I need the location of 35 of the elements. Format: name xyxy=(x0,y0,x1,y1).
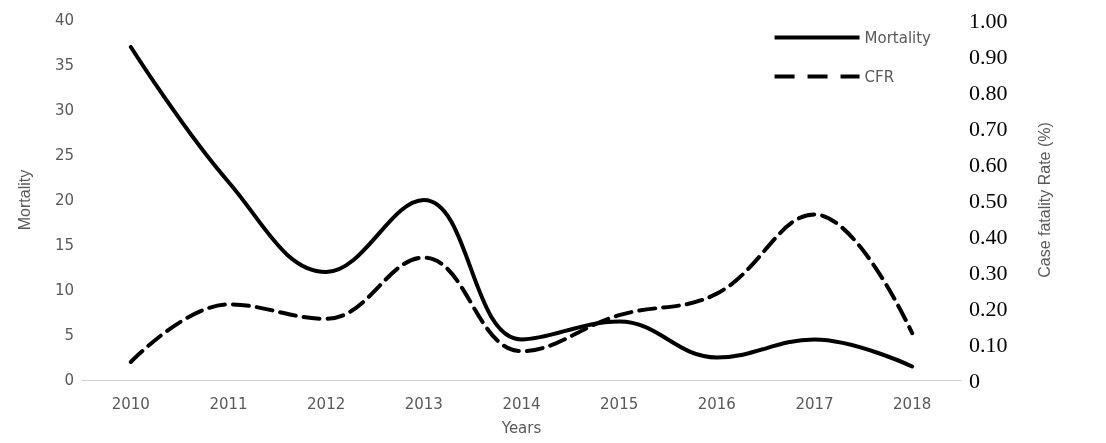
x-tick-label: 2018 xyxy=(893,394,932,413)
legend-label: Mortality xyxy=(864,28,932,47)
y2-axis-title: Case fatality Rate (%) xyxy=(1035,122,1053,278)
y2-tick-label: 0.10 xyxy=(969,331,1008,357)
x-axis-title: Years xyxy=(500,418,542,437)
y2-tick-label: 0.40 xyxy=(969,223,1008,249)
y2-tick-label: 0.50 xyxy=(969,187,1008,213)
y-tick-label: 20 xyxy=(54,191,74,209)
line-series xyxy=(128,45,915,369)
y2-tick-label: 0.80 xyxy=(969,79,1008,105)
x-tick-label: 2014 xyxy=(502,394,541,413)
x-tick-label: 2016 xyxy=(697,394,736,413)
y2-tick-label: 0.60 xyxy=(969,151,1008,177)
y-tick-label: 40 xyxy=(54,11,74,29)
y-tick-label: 35 xyxy=(54,56,74,74)
y-tick-label: 15 xyxy=(54,236,74,254)
y2-tick-label: 0.20 xyxy=(969,295,1008,321)
y-tick-label: 25 xyxy=(54,146,74,164)
y2-tick-label: 0 xyxy=(969,367,980,393)
y-tick-label: 5 xyxy=(64,326,74,344)
x-tick-label: 2010 xyxy=(111,394,150,413)
y2-tick-label: 0.30 xyxy=(969,259,1008,285)
y2-tick-label: 0.70 xyxy=(969,115,1008,141)
y-axis-title: Mortality xyxy=(15,169,33,231)
y2-tick-label: 0.90 xyxy=(969,43,1008,69)
x-tick-label: 2012 xyxy=(307,394,346,413)
y2-tick-label: 1.00 xyxy=(969,7,1008,33)
y-tick-label: 10 xyxy=(54,281,74,299)
legend-label: CFR xyxy=(864,67,895,86)
x-tick-label: 2015 xyxy=(600,394,639,413)
x-tick-label: 2011 xyxy=(209,394,248,413)
x-tick-label: 2017 xyxy=(795,394,834,413)
y-tick-label: 0 xyxy=(64,371,74,389)
x-tick-label: 2013 xyxy=(404,394,443,413)
y-tick-label: 30 xyxy=(54,101,74,119)
